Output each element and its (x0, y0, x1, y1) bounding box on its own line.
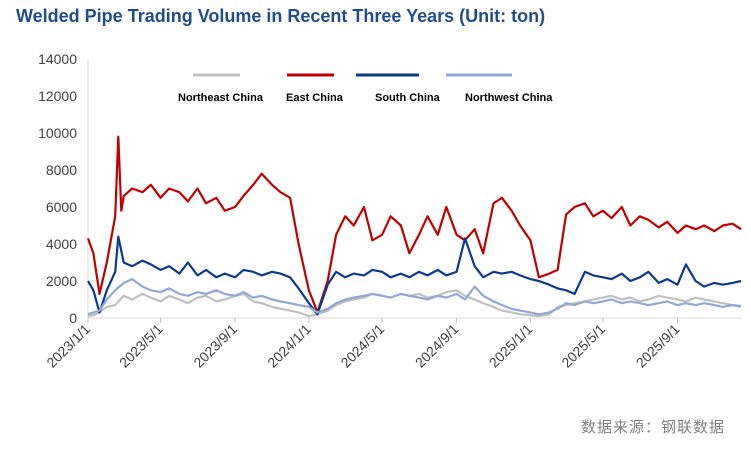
legend-label: Northwest China (465, 92, 553, 104)
source-note: 数据来源：钢联数据 (580, 418, 725, 436)
y-tick-label: 0 (69, 310, 77, 326)
x-tick-label: 2023/9/1 (190, 321, 240, 371)
x-tick-label: 2024/9/1 (412, 321, 462, 371)
y-tick-label: 14000 (38, 51, 77, 67)
x-tick-label: 2025/9/1 (633, 321, 683, 371)
chart-title: Welded Pipe Trading Volume in Recent Thr… (16, 6, 546, 26)
y-tick-label: 2000 (46, 273, 77, 289)
y-tick-label: 4000 (46, 236, 77, 252)
legend-label: East China (286, 92, 344, 104)
series-lines (86, 135, 742, 318)
x-tick-label: 2024/1/1 (264, 321, 314, 371)
x-axis: 2023/1/1 2023/5/1 2023/9/1 2024/1/1 2024/5/1… (43, 317, 741, 371)
series-line-east-china (86, 135, 742, 314)
legend-label: Northeast China (178, 92, 264, 104)
x-tick-label: 2025/1/1 (486, 321, 536, 371)
legend: Northeast China East China South China Nort… (178, 73, 553, 104)
series-line-northwest-china (87, 278, 742, 316)
y-tick-label: 8000 (46, 162, 77, 178)
x-tick-label: 2023/1/1 (43, 321, 93, 371)
y-tick-label: 10000 (38, 125, 77, 141)
legend-label: South China (375, 92, 441, 104)
x-tick-label: 2024/5/1 (337, 321, 387, 371)
y-axis: 0 2000 4000 6000 8000 10000 12000 14000 (38, 51, 89, 326)
y-tick-label: 6000 (46, 199, 77, 215)
x-tick-label: 2023/5/1 (116, 321, 166, 371)
series-line-south-china (87, 235, 742, 316)
x-tick-label: 2025/5/1 (558, 321, 608, 371)
y-tick-label: 12000 (38, 88, 77, 104)
